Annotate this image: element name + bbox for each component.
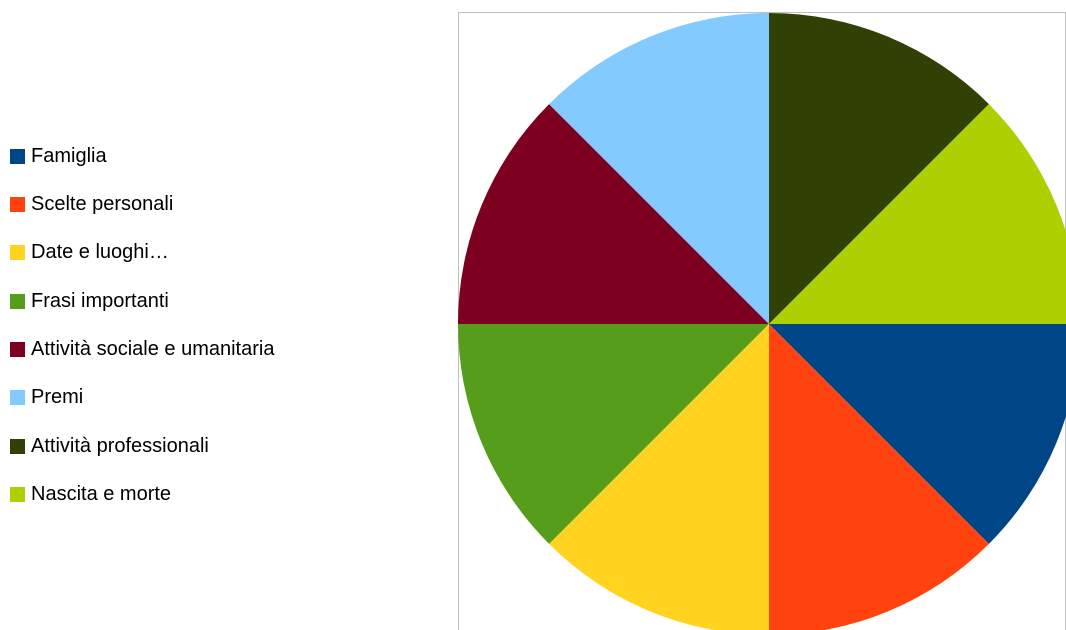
legend-swatch: [10, 196, 25, 212]
legend-swatch: [10, 342, 25, 358]
legend-item: Famiglia: [10, 144, 274, 168]
legend-swatch: [10, 487, 25, 503]
legend-swatch: [10, 438, 25, 454]
pie-slice-8: [769, 104, 1066, 324]
legend-item: Nascita e morte: [10, 483, 274, 507]
legend-item: Scelte personali: [10, 192, 274, 216]
legend-label: Famiglia: [31, 144, 107, 167]
legend-label: Premi: [31, 386, 84, 409]
legend-item: Frasi importanti: [10, 289, 274, 313]
pie-slice-7: [769, 13, 989, 324]
pie-slice-6: [549, 13, 769, 324]
legend-swatch: [10, 390, 25, 406]
legend-swatch: [10, 293, 25, 309]
chart-legend: Famiglia Scelte personali Date e luoghi… Fr…: [10, 144, 274, 531]
legend-label: Frasi importanti: [31, 289, 169, 312]
legend-item: Attività professionali: [10, 434, 274, 458]
legend-label: Date e luoghi…: [31, 241, 169, 264]
legend-swatch: [10, 245, 25, 261]
pie-slice-3: [549, 324, 769, 630]
legend-item: Premi: [10, 386, 274, 410]
legend-item: Attività sociale e umanitaria: [10, 338, 274, 362]
legend-label: Attività professionali: [31, 434, 209, 457]
pie-slice-4: [458, 324, 769, 544]
legend-label: Attività sociale e umanitaria: [31, 338, 275, 361]
pie-slice-5: [458, 104, 769, 324]
pie-slice-1: [769, 324, 1066, 544]
legend-swatch: [10, 148, 25, 164]
pie-slice-2: [769, 324, 989, 630]
legend-item: Date e luoghi…: [10, 241, 274, 265]
legend-label: Scelte personali: [31, 192, 174, 215]
legend-label: Nascita e morte: [31, 483, 172, 506]
